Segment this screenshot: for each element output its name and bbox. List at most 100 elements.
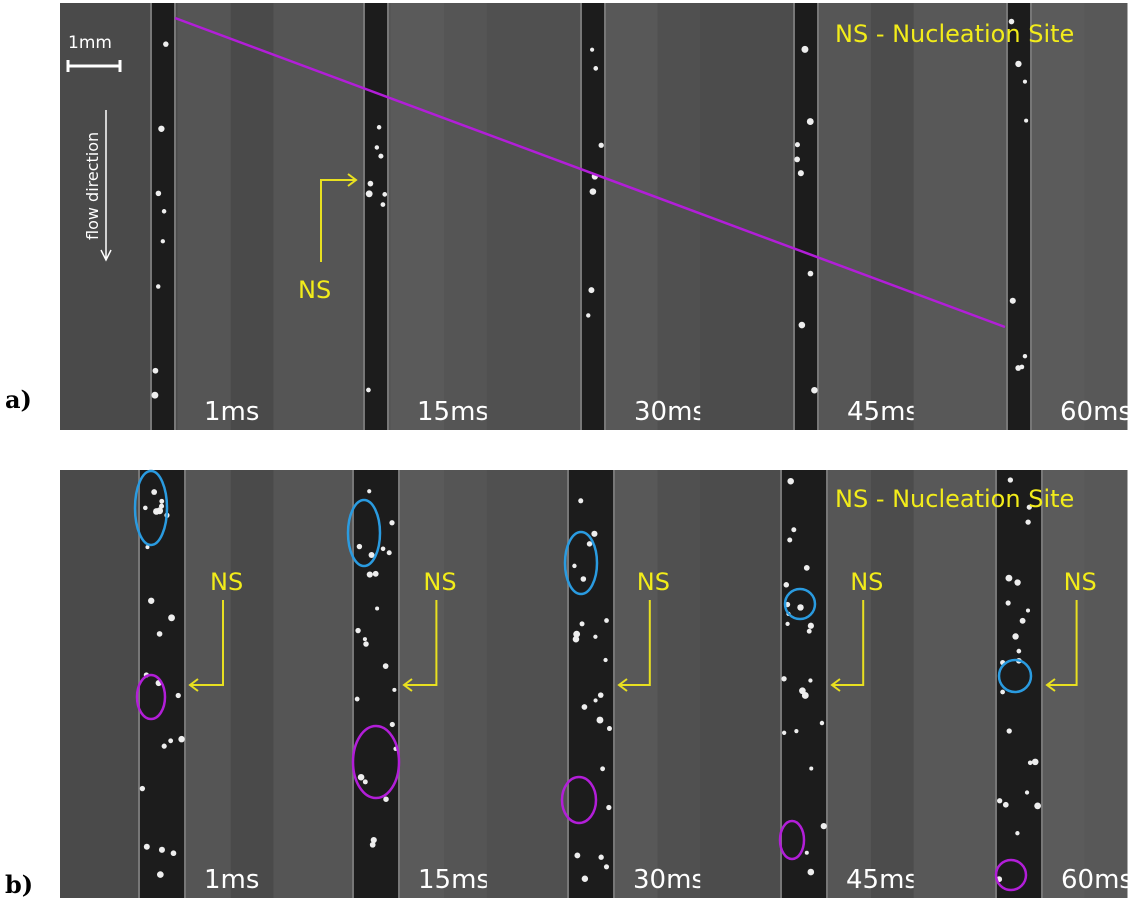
bubble	[1010, 298, 1016, 304]
bubble	[997, 798, 1002, 803]
bubble	[171, 850, 177, 856]
bubble	[144, 844, 150, 850]
channel-edge	[580, 3, 582, 430]
legend: NS - Nucleation Site	[835, 485, 1074, 513]
bubble	[808, 869, 815, 876]
bubble	[807, 118, 814, 125]
time-label: 1ms	[204, 397, 259, 427]
bubble	[366, 388, 371, 393]
bubble	[787, 478, 794, 485]
time-label: 15ms	[417, 397, 489, 427]
bubble	[368, 181, 374, 187]
channel-edge	[174, 3, 176, 430]
bubble	[387, 550, 392, 555]
bubble	[140, 786, 145, 791]
channel-edge	[398, 470, 400, 898]
bubble	[820, 721, 824, 725]
bubble	[598, 855, 603, 860]
time-label: 60ms	[1060, 397, 1132, 427]
bubble	[593, 66, 598, 71]
bubble	[381, 546, 386, 551]
bubble	[148, 598, 154, 604]
bubble	[603, 658, 607, 662]
bubble	[1020, 618, 1026, 624]
bubble	[591, 531, 597, 537]
bubble	[597, 717, 604, 724]
bubble	[798, 170, 804, 176]
frame-band	[177, 3, 230, 430]
bubble	[157, 631, 163, 637]
bubble	[1032, 759, 1039, 766]
channel-edge	[1041, 470, 1043, 898]
bubble	[1007, 728, 1012, 733]
bubble	[158, 126, 164, 132]
time-label: 45ms	[847, 397, 919, 427]
bubble	[370, 842, 376, 848]
bubble	[808, 678, 812, 682]
channel-edge	[826, 470, 828, 898]
bubble	[604, 864, 609, 869]
legend: NS - Nucleation Site	[835, 20, 1074, 48]
bubble	[809, 767, 813, 771]
bubble	[794, 157, 800, 163]
channel-edge	[995, 470, 997, 898]
bubble	[355, 697, 360, 702]
time-label: 15ms	[418, 865, 490, 895]
bubble	[807, 629, 812, 634]
channel-edge	[352, 470, 354, 898]
bubble	[821, 823, 827, 829]
bubble	[375, 145, 379, 149]
bubble	[389, 520, 394, 525]
channel	[352, 470, 400, 898]
channel-edge	[184, 470, 186, 898]
bubble	[782, 731, 786, 735]
bubble	[606, 805, 611, 810]
bubble	[176, 693, 181, 698]
frame-band	[604, 3, 657, 430]
bubble	[157, 871, 164, 878]
channel-edge	[613, 470, 615, 898]
bubble	[1026, 608, 1030, 612]
ns-label: NS	[637, 568, 670, 596]
bubble	[1023, 354, 1027, 358]
ns-label: NS	[850, 568, 883, 596]
bubble	[593, 698, 597, 702]
scale-bar-label: 1mm	[68, 33, 112, 53]
channel	[363, 3, 389, 430]
figure: 1ms15ms30ms45ms60ms 1ms15ms30ms45ms60ms …	[0, 0, 1133, 903]
bubble	[1025, 519, 1030, 524]
bubble	[1003, 802, 1009, 808]
bubble	[1028, 760, 1033, 765]
bubble	[156, 507, 163, 514]
ns-label: NS	[298, 276, 331, 304]
bubble	[168, 738, 173, 743]
bubble	[808, 271, 814, 277]
bubble	[781, 676, 786, 681]
channel-edge	[793, 3, 795, 430]
bubble	[373, 571, 379, 577]
channel-edge	[567, 470, 569, 898]
bubble	[607, 726, 612, 731]
bubble	[811, 387, 818, 394]
bubble	[586, 313, 590, 317]
bubble	[785, 622, 789, 626]
bubble	[590, 48, 594, 52]
bubble	[805, 851, 809, 855]
bubble	[582, 704, 588, 710]
bubble	[578, 498, 583, 503]
frame-band	[391, 3, 444, 430]
frame-band	[818, 3, 871, 430]
bubble	[159, 499, 164, 504]
bubble	[580, 621, 585, 626]
channel-edge	[1006, 3, 1008, 430]
time-label: 60ms	[1061, 865, 1133, 895]
bubble	[598, 692, 604, 698]
bubble	[163, 41, 168, 46]
bubble	[1017, 649, 1022, 654]
bubble	[588, 287, 594, 293]
bubble	[357, 544, 362, 549]
channel-edge	[363, 3, 365, 430]
bubble	[1005, 575, 1012, 582]
panel-label: b)	[5, 870, 33, 899]
